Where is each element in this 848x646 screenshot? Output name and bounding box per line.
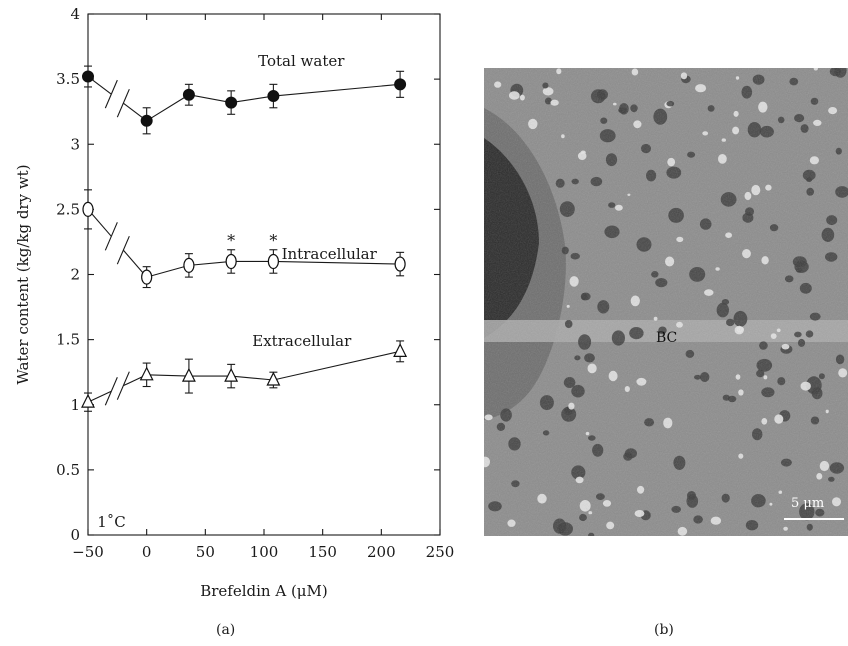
panel-a-label: (a) (216, 622, 236, 638)
y-tick-label: 3.5 (56, 70, 80, 88)
significance-mark: * (227, 231, 235, 250)
x-tick-label: 100 (250, 543, 279, 561)
x-tick-label: 50 (196, 543, 215, 561)
data-point (141, 269, 153, 285)
data-point (267, 90, 280, 103)
x-tick-label: −50 (72, 543, 104, 561)
y-tick-label: 4 (70, 5, 80, 23)
y-tick-label: 0.5 (56, 461, 80, 479)
series-segment (87, 390, 112, 403)
data-point (81, 393, 95, 408)
data-point (183, 257, 195, 273)
scale-bar-label: 5 μm (791, 496, 825, 511)
data-point (267, 253, 279, 270)
y-tick-label: 0 (70, 526, 80, 544)
electron-micrograph: BC 5 μm (484, 68, 848, 536)
data-point (82, 70, 94, 83)
data-point (181, 367, 196, 382)
data-point (140, 114, 153, 127)
data-point (224, 367, 239, 382)
panel-b-label: (b) (654, 622, 674, 638)
axis-break-mark (116, 88, 130, 118)
axis-note: 1˚C (97, 513, 126, 531)
y-axis-title: Water content (kg/kg dry wt) (14, 164, 32, 384)
series-label: Intracellular (282, 245, 378, 263)
data-point (394, 256, 406, 272)
scale-bar (784, 518, 844, 520)
axis-break-mark (104, 222, 118, 251)
y-tick-label: 1.5 (56, 331, 80, 349)
data-point (182, 88, 195, 101)
axis-break-mark (104, 377, 118, 406)
axis-break-mark (116, 371, 130, 400)
axis-break-mark (116, 235, 130, 265)
x-tick-label: 0 (142, 543, 152, 561)
plot-frame (87, 13, 441, 536)
data-point (139, 366, 154, 381)
data-point (225, 253, 237, 270)
data-point (225, 96, 238, 109)
data-point (393, 343, 408, 357)
y-tick-label: 1 (70, 396, 80, 414)
data-point (394, 78, 407, 91)
x-tick-label: 150 (308, 543, 337, 561)
series-label: Total water (258, 52, 345, 70)
significance-mark: * (269, 231, 277, 250)
x-tick-label: 200 (367, 543, 396, 561)
x-tick-label: 250 (426, 543, 455, 561)
y-tick-label: 3 (70, 135, 80, 153)
axis-break-mark (104, 79, 118, 109)
data-point (82, 201, 94, 217)
x-axis-title: Brefeldin A (μM) (200, 582, 328, 600)
data-point (266, 371, 281, 386)
series-label: Extracellular (252, 332, 352, 350)
y-tick-label: 2.5 (56, 200, 80, 218)
micrograph-region-label: BC (656, 330, 678, 346)
y-tick-label: 2 (70, 266, 80, 284)
